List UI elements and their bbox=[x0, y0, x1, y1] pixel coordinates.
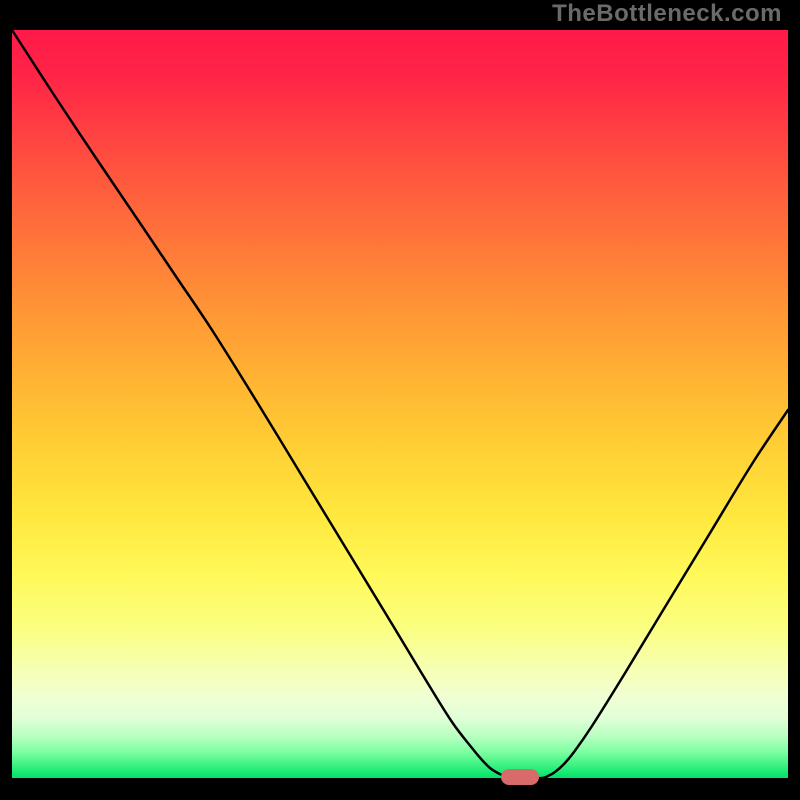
optimal-marker bbox=[501, 769, 539, 785]
plot-background bbox=[0, 0, 800, 800]
chart-frame: TheBottleneck.com bbox=[0, 0, 800, 800]
